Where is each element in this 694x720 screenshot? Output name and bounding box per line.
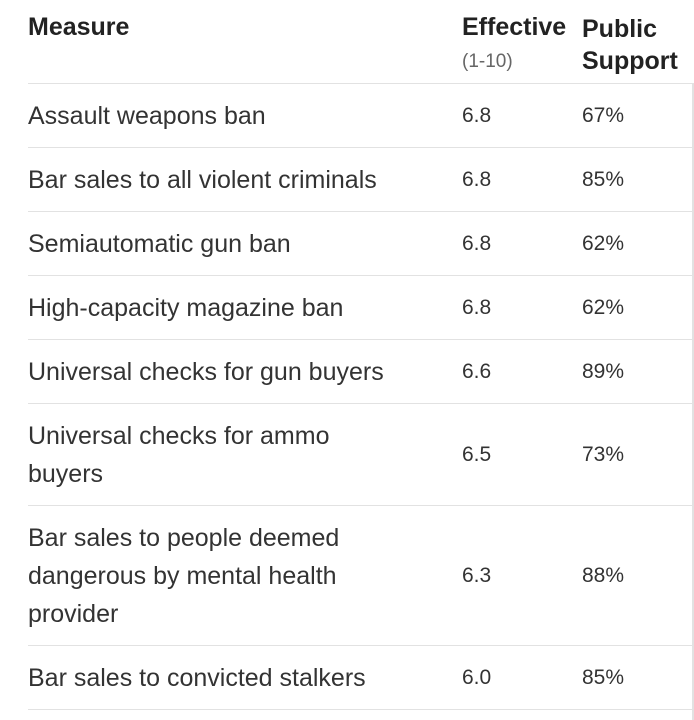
- effective-cell: 6.6: [462, 359, 492, 383]
- table-header: Measure Effective (1-10) Public Support: [28, 0, 694, 84]
- measure-cell: High-capacity magazine ban: [28, 293, 344, 322]
- effective-scale-label: (1-10): [462, 51, 513, 72]
- measures-table: Measure Effective (1-10) Public Support …: [28, 0, 694, 710]
- support-cell: 67%: [582, 103, 625, 127]
- support-cell: 88%: [582, 563, 625, 587]
- table-row: Bar sales to people deemed dangerous by …: [28, 506, 694, 646]
- support-cell: 62%: [582, 295, 625, 319]
- right-divider: [692, 83, 694, 720]
- effective-column-header: Effective: [462, 13, 567, 41]
- effective-cell: 6.8: [462, 167, 492, 191]
- effective-cell: 6.8: [462, 103, 492, 127]
- effective-cell: 6.0: [462, 665, 492, 689]
- support-header-line1: Public: [582, 15, 658, 43]
- table-row: Bar sales to all violent criminals 6.8 8…: [28, 148, 694, 212]
- effective-cell: 6.8: [462, 231, 492, 255]
- table-row: High-capacity magazine ban 6.8 62%: [28, 276, 694, 340]
- effective-cell: 6.8: [462, 295, 492, 319]
- measure-column-header: Measure: [28, 13, 130, 41]
- table-row: Bar sales to convicted stalkers 6.0 85%: [28, 646, 694, 710]
- support-column-header: Public Support: [582, 13, 678, 77]
- support-cell: 85%: [582, 665, 625, 689]
- effective-cell: 6.3: [462, 563, 492, 587]
- measure-cell: Bar sales to convicted stalkers: [28, 663, 366, 692]
- support-cell: 62%: [582, 231, 625, 255]
- support-cell: 89%: [582, 359, 625, 383]
- measure-cell: Bar sales to people deemed dangerous by …: [28, 523, 340, 628]
- support-cell: 85%: [582, 167, 625, 191]
- effective-cell: 6.5: [462, 442, 492, 466]
- table-row: Assault weapons ban 6.8 67%: [28, 84, 694, 148]
- table-row: Semiautomatic gun ban 6.8 62%: [28, 212, 694, 276]
- table-row: Universal checks for ammo buyers 6.5 73%: [28, 404, 694, 506]
- measure-cell: Universal checks for gun buyers: [28, 357, 384, 386]
- measure-cell: Universal checks for ammo buyers: [28, 421, 330, 488]
- support-header-line2: Support: [582, 47, 678, 75]
- measure-cell: Assault weapons ban: [28, 101, 266, 130]
- measure-cell: Bar sales to all violent criminals: [28, 165, 377, 194]
- measure-cell: Semiautomatic gun ban: [28, 229, 291, 258]
- support-cell: 73%: [582, 442, 625, 466]
- table-row: Universal checks for gun buyers 6.6 89%: [28, 340, 694, 404]
